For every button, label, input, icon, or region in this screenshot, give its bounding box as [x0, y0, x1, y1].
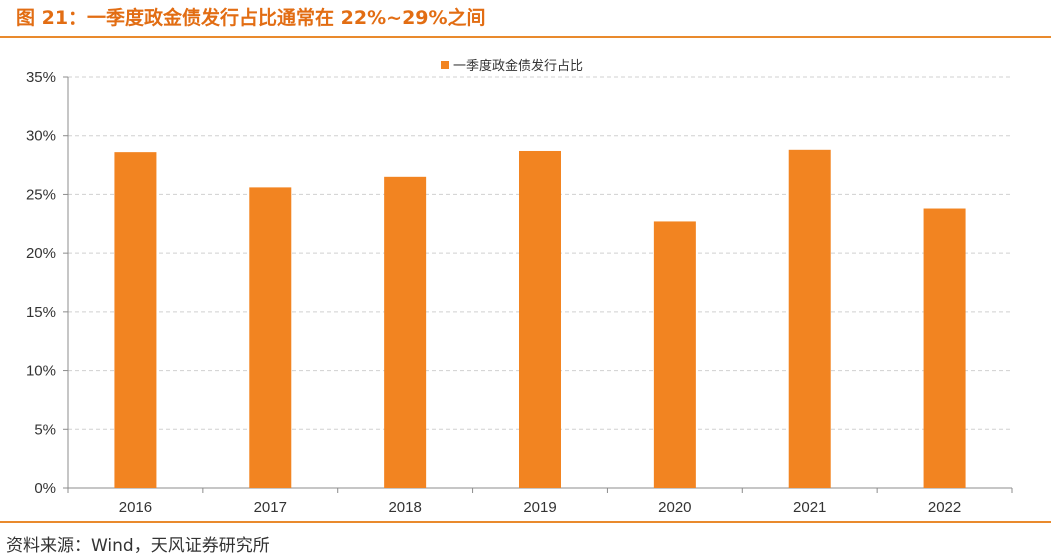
bar-2019: [519, 150, 561, 488]
title-divider: [0, 36, 1051, 38]
y-tick-label: 10%: [26, 363, 56, 380]
source-note: 资料来源：Wind，天风证券研究所: [6, 536, 270, 556]
source-divider: [0, 521, 1051, 523]
x-tick-label: 2018: [388, 499, 421, 516]
figure-title: 图 21：一季度政金债发行占比通常在 22%~29%之间: [16, 7, 486, 29]
legend-label: 一季度政金债发行占比: [453, 58, 583, 74]
bar-2018: [384, 176, 427, 489]
bar-2022: [923, 208, 966, 488]
bars: [114, 149, 966, 489]
x-tick-label: 2016: [119, 499, 152, 516]
x-tick-labels: 2016 2017 2018 2019 2020 2021 2022: [119, 499, 962, 516]
y-tick-labels: 0% 5% 10% 15% 20% 25% 30% 35%: [26, 69, 56, 497]
y-tick-label: 20%: [26, 245, 56, 262]
y-tick-label: 35%: [26, 69, 56, 86]
bar-chart: 0%5%10%15%20%25%30%35% 2016 2017 2018 2019 2…: [26, 58, 1013, 516]
legend: 一季度政金债发行占比: [441, 58, 583, 74]
y-tick-label: 15%: [26, 304, 56, 321]
y-tick-label: 5%: [34, 421, 56, 438]
bar-2020: [653, 221, 696, 489]
y-tick-label: 25%: [26, 186, 56, 203]
x-tick-label: 2021: [793, 499, 826, 516]
x-tick-label: 2022: [928, 499, 961, 516]
bar-2017: [249, 187, 292, 488]
y-tick-label: 30%: [26, 128, 56, 145]
x-tick-label: 2020: [658, 499, 691, 516]
bar-2016: [114, 152, 157, 488]
x-tick-label: 2017: [254, 499, 287, 516]
bar-2021: [788, 149, 831, 488]
legend-swatch: [441, 61, 449, 69]
x-tick-label: 2019: [523, 499, 556, 516]
y-tick-label: 0%: [34, 480, 56, 497]
